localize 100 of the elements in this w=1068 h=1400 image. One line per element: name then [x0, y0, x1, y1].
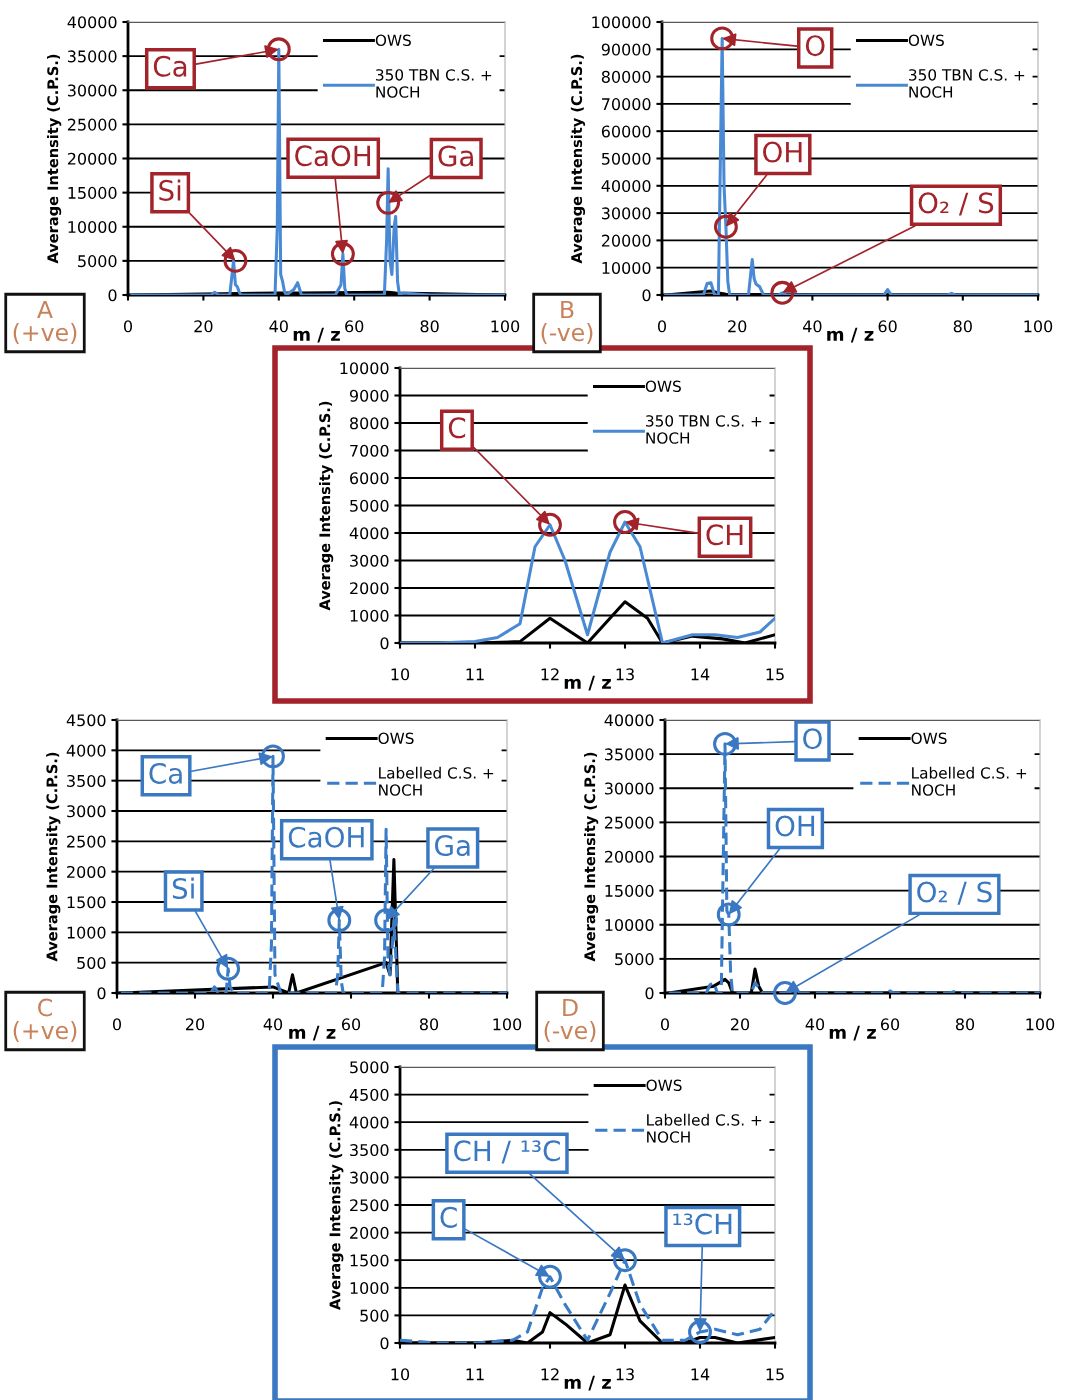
x-tick-label: 14	[691, 1368, 710, 1381]
x-tick-label: 12	[541, 668, 559, 681]
x-tick-label: 15	[766, 1368, 784, 1381]
annotation: CH	[706, 524, 743, 546]
point	[261, 744, 285, 769]
y-tick-label: 1500	[67, 896, 106, 909]
legend-label: Labelled C.S. + NOCH	[379, 766, 494, 796]
point	[613, 1248, 637, 1273]
y-tick-label: 9000	[349, 389, 389, 402]
y-tick-label: 1000	[350, 1282, 389, 1295]
y-tick-label: 40000	[604, 714, 654, 727]
y-tick-label: 3500	[350, 1144, 389, 1157]
legend-label: OWS	[645, 380, 681, 393]
y-tick-label: 0	[380, 637, 389, 650]
y-tick-label: 4000	[349, 527, 389, 540]
x-tick-label: 15	[766, 668, 784, 681]
legend-label: OWS	[911, 732, 947, 745]
x-axis-title: m / z	[289, 1025, 336, 1041]
y-tick-label: 4000	[349, 1116, 389, 1129]
annotation: Ga	[435, 835, 470, 857]
x-tick-label: 60	[880, 1018, 900, 1031]
y-tick-label: 5000	[78, 255, 117, 268]
y-tick-label: 2000	[67, 865, 106, 878]
x-tick-label: 14	[691, 668, 710, 681]
y-tick-label: 2000	[350, 582, 389, 595]
x-tick-label: 0	[660, 1018, 670, 1031]
y-axis-title: Average Intensity (C.P.S.)	[583, 752, 599, 962]
point	[216, 956, 241, 981]
annotation: Si	[172, 877, 194, 900]
annotation: C	[440, 1206, 457, 1228]
x-tick-label: 60	[878, 320, 897, 333]
annotation: O₂ / S	[918, 192, 994, 216]
x-tick-label: 12	[541, 1368, 559, 1381]
y-tick-label: 3000	[350, 554, 389, 567]
text: A (+ve)	[13, 300, 77, 345]
y-tick-label: 10000	[340, 362, 389, 375]
y-axis-title: Average Intensity (C.P.S.)	[318, 401, 334, 611]
legend-label: OWS	[908, 34, 944, 47]
legend-label: OWS	[375, 34, 411, 47]
annotation: O	[805, 35, 825, 57]
y-tick-label: 70000	[602, 98, 651, 111]
legend-label: 350 TBN C.S. + NOCH	[646, 415, 762, 444]
x-tick-label: 0	[657, 320, 667, 333]
y-tick-label: 60000	[601, 125, 651, 138]
y-tick-label: 1000	[67, 926, 106, 939]
y-tick-label: 40000	[601, 180, 651, 193]
text: B (-ve)	[541, 300, 593, 345]
point	[688, 1320, 712, 1344]
y-tick-label: 20000	[601, 234, 651, 247]
y-tick-label: 5000	[615, 953, 654, 966]
x-tick-label: 80	[955, 1018, 975, 1031]
y-axis-title: Average Intensity (C.P.S.)	[46, 752, 61, 962]
x-axis-title: m / z	[827, 327, 874, 343]
y-tick-label: 0	[380, 1337, 389, 1350]
legend-label: Labelled C.S. + NOCH	[647, 1113, 762, 1143]
y-tick-label: 10000	[605, 918, 654, 932]
y-tick-label: 10000	[602, 261, 651, 274]
y-tick-label: 25000	[67, 118, 117, 131]
x-tick-label: 11	[466, 668, 484, 681]
y-tick-label: 1000	[350, 609, 389, 622]
x-tick-label: 100	[1024, 320, 1053, 333]
annotation: O₂ / S	[917, 881, 992, 905]
text: C (+ve)	[13, 998, 77, 1043]
y-tick-label: 90000	[601, 43, 651, 56]
text: D (-ve)	[544, 998, 596, 1043]
legend-label: OWS	[646, 1079, 682, 1092]
legend-label: Labelled C.S. + NOCH	[912, 766, 1027, 796]
annotation: Si	[159, 179, 181, 201]
legend-label: 350 TBN C.S. + NOCH	[909, 69, 1025, 98]
x-tick-label: 40	[269, 320, 288, 333]
annotation: OH	[775, 815, 815, 837]
y-tick-label: 0	[108, 289, 117, 302]
y-tick-label: 500	[360, 1309, 389, 1322]
y-tick-label: 4500	[66, 714, 106, 727]
y-tick-label: 500	[77, 956, 106, 969]
y-tick-label: 30000	[604, 782, 654, 795]
annotation: CH / ¹³C	[454, 1140, 560, 1164]
y-axis-title: Average Intensity (C.P.S.)	[46, 54, 62, 264]
y-tick-label: 20000	[67, 152, 117, 165]
y-tick-label: 0	[97, 987, 106, 1000]
x-tick-label: 20	[731, 1018, 750, 1031]
y-tick-label: 3000	[350, 1171, 389, 1184]
y-tick-label: 30000	[67, 84, 117, 97]
y-tick-label: 25000	[604, 816, 654, 829]
y-tick-label: 8000	[350, 417, 389, 430]
y-tick-label: 30000	[601, 207, 651, 220]
y-tick-label: 2500	[350, 1199, 389, 1212]
annotation: OH	[763, 141, 802, 163]
x-tick-label: 20	[194, 320, 213, 333]
x-axis-title: m / z	[293, 327, 340, 343]
y-axis-title: Average Intensity (C.P.S.)	[329, 1101, 344, 1310]
x-tick-label: 10	[391, 668, 410, 681]
y-tick-label: 6000	[350, 472, 389, 485]
y-axis-title: Average Intensity (C.P.S.)	[570, 54, 586, 264]
legend-label: OWS	[378, 732, 414, 745]
y-tick-label: 4000	[66, 744, 106, 757]
y-tick-label: 4500	[349, 1088, 389, 1101]
annotation: CaOH	[288, 826, 364, 848]
legend-label: 350 TBN C.S. + NOCH	[376, 69, 492, 98]
y-tick-label: 0	[642, 289, 651, 302]
